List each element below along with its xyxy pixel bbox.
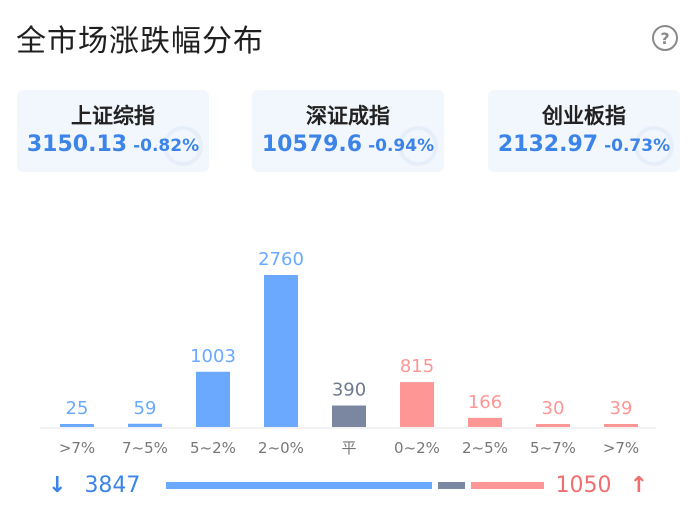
index-price: 3150.13: [26, 132, 128, 157]
arrow-down-icon: ↓: [48, 473, 67, 498]
index-card-chinext[interactable]: 创业板指 2132.97 -0.73%: [488, 90, 680, 172]
x-tick-label: >7%: [59, 439, 95, 457]
bar-7[interactable]: [536, 424, 570, 427]
bar-value-label: 1003: [190, 346, 236, 367]
index-price: 10579.6: [261, 132, 363, 157]
index-name: 创业板指: [542, 104, 626, 128]
bar-value-label: 815: [400, 356, 434, 377]
bar-value-label: 30: [542, 398, 565, 419]
index-change: -0.82%: [133, 136, 200, 156]
bar-5[interactable]: [400, 382, 434, 427]
arrow-up-icon: ↑: [629, 473, 648, 498]
down-summary: ↓ 3847: [48, 473, 140, 498]
index-change: -0.94%: [368, 136, 435, 156]
up-ratio-bar: [471, 482, 544, 489]
bar-0[interactable]: [60, 424, 94, 427]
index-name: 深证成指: [306, 104, 390, 128]
bar-value-label: 166: [468, 392, 502, 413]
x-tick-label: 2~0%: [258, 439, 304, 457]
page-title: 全市场涨跌幅分布: [16, 24, 264, 59]
bar-value-label: 39: [610, 398, 633, 419]
down-ratio-bar: [166, 482, 433, 489]
bar-value-label: 2760: [258, 249, 304, 270]
bar-8[interactable]: [604, 424, 638, 427]
watermark-icon: [398, 126, 438, 166]
bar-value-label: 59: [134, 398, 157, 419]
distribution-chart: 25 >7% 59 7~5% 1003 5~2% 2760 2~0% 390 平 815 0~2% 16…: [40, 249, 656, 457]
x-tick-label: 平: [341, 439, 356, 457]
x-tick-label: 5~2%: [190, 439, 236, 457]
flat-ratio-bar: [438, 482, 466, 489]
watermark-icon: [163, 126, 203, 166]
bar-2[interactable]: [196, 371, 230, 427]
bar-3[interactable]: [264, 275, 298, 427]
index-price: 2132.97: [497, 132, 599, 157]
index-change: -0.73%: [604, 136, 671, 156]
watermark-icon: [634, 126, 674, 166]
x-tick-label: 2~5%: [462, 439, 508, 457]
index-card-shanghai[interactable]: 上证综指 3150.13 -0.82%: [17, 90, 209, 172]
question-circle-icon[interactable]: ?: [652, 25, 678, 51]
bar-value-label: 390: [332, 380, 366, 401]
x-tick-label: >7%: [603, 439, 639, 457]
up-summary: 1050 ↑: [556, 473, 648, 498]
x-tick-label: 7~5%: [122, 439, 168, 457]
bar-6[interactable]: [468, 417, 502, 427]
x-tick-label: 5~7%: [530, 439, 576, 457]
index-name: 上证综指: [71, 104, 155, 128]
down-count: 3847: [84, 473, 141, 498]
x-tick-label: 0~2%: [394, 439, 440, 457]
bar-value-label: 25: [66, 398, 89, 419]
bar-4[interactable]: [332, 405, 366, 427]
index-card-shenzhen[interactable]: 深证成指 10579.6 -0.94%: [252, 90, 444, 172]
bar-1[interactable]: [128, 423, 162, 427]
up-count: 1050: [555, 473, 612, 498]
